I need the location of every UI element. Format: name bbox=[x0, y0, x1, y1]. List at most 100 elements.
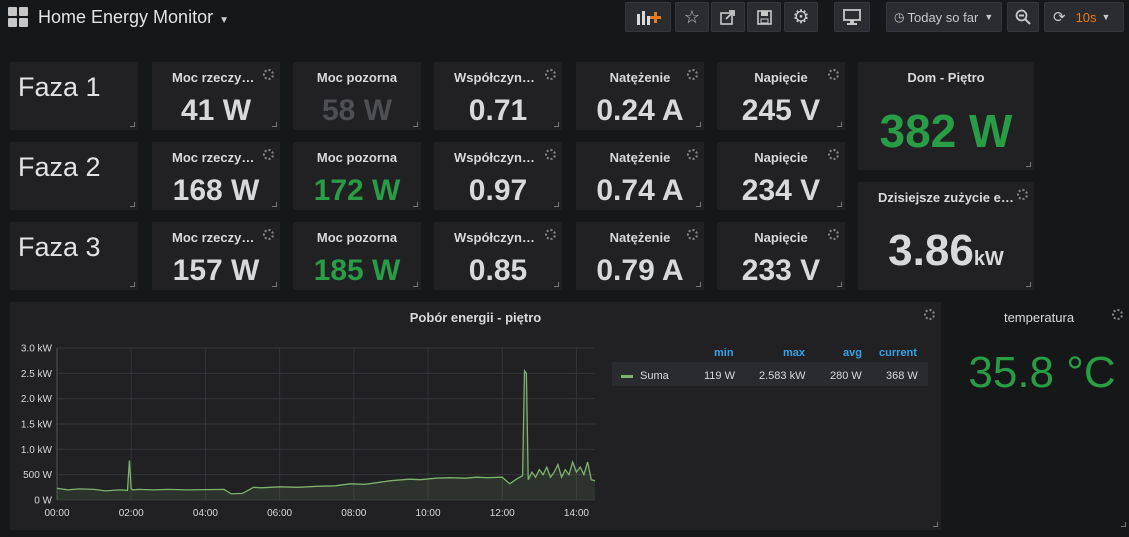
power-factor-panel[interactable]: Współczynnik mocy 0.97 bbox=[434, 142, 562, 210]
share-button[interactable] bbox=[711, 2, 745, 32]
current-value: 0.79 A bbox=[596, 254, 684, 287]
phase-label-panel[interactable]: Faza 1 bbox=[10, 62, 138, 130]
caret-down-icon: ▼ bbox=[1101, 12, 1111, 22]
real-power-panel[interactable]: Moc rzeczywista 168 W bbox=[152, 142, 280, 210]
monitor-icon bbox=[843, 9, 861, 25]
gear-icon: ⚙ bbox=[792, 6, 810, 28]
resize-handle[interactable] bbox=[413, 122, 418, 127]
real-power-panel[interactable]: Moc rzeczywista 41 W bbox=[152, 62, 280, 130]
resize-handle[interactable] bbox=[696, 202, 701, 207]
resize-handle[interactable] bbox=[272, 122, 277, 127]
resize-handle[interactable] bbox=[272, 202, 277, 207]
resize-handle[interactable] bbox=[837, 202, 842, 207]
x-tick-label: 10:00 bbox=[416, 508, 441, 519]
x-tick-label: 04:00 bbox=[193, 508, 218, 519]
resize-handle[interactable] bbox=[554, 202, 559, 207]
voltage-value: 245 V bbox=[741, 94, 821, 127]
settings-button[interactable]: ⚙ bbox=[784, 2, 818, 32]
voltage-panel[interactable]: Napięcie 234 V bbox=[717, 142, 845, 210]
y-tick-label: 3.0 kW bbox=[21, 344, 53, 355]
current-panel[interactable]: Natężenie 0.79 A bbox=[576, 222, 704, 290]
resize-handle[interactable] bbox=[933, 522, 938, 527]
zoom-out-button[interactable] bbox=[1007, 2, 1039, 32]
refresh-picker[interactable]: ⟳ 10s ▼ bbox=[1044, 2, 1124, 32]
power-factor-panel[interactable]: Współczynnik mocy 0.71 bbox=[434, 62, 562, 130]
phase-label-panel[interactable]: Faza 3 bbox=[10, 222, 138, 290]
panel-title: Moc pozorna bbox=[316, 70, 398, 85]
resize-handle[interactable] bbox=[837, 122, 842, 127]
series-area bbox=[57, 370, 595, 500]
resize-handle[interactable] bbox=[1026, 282, 1031, 287]
legend-avg-value: 280 W bbox=[830, 370, 862, 382]
panel-title: Dom - Piętro bbox=[907, 70, 985, 85]
x-tick-label: 14:00 bbox=[564, 508, 589, 519]
loading-spinner-icon bbox=[924, 309, 935, 320]
legend-series-swatch bbox=[621, 375, 633, 378]
current-panel[interactable]: Natężenie 0.24 A bbox=[576, 62, 704, 130]
phase-label: Faza 1 bbox=[18, 72, 101, 102]
add-panel-button[interactable] bbox=[625, 2, 671, 32]
voltage-panel[interactable]: Napięcie 245 V bbox=[717, 62, 845, 130]
resize-handle[interactable] bbox=[413, 202, 418, 207]
legend-header-avg: avg bbox=[843, 347, 862, 359]
real-power-value: 168 W bbox=[172, 174, 260, 207]
top-navbar: Home Energy Monitor ▼ ☆ ⚙ ◷ Today so far … bbox=[0, 0, 1129, 36]
resize-handle[interactable] bbox=[554, 122, 559, 127]
legend-row[interactable] bbox=[612, 362, 928, 386]
daily-usage-stat: 3.86kW bbox=[858, 226, 1034, 276]
real-power-panel[interactable]: Moc rzeczywista 157 W bbox=[152, 222, 280, 290]
caret-down-icon: ▼ bbox=[219, 15, 229, 26]
phase-label-panel[interactable]: Faza 2 bbox=[10, 142, 138, 210]
panel-title: Napięcie bbox=[754, 150, 808, 165]
x-tick-label: 12:00 bbox=[490, 508, 515, 519]
dom-total-panel[interactable]: Dom - Piętro 382 W bbox=[858, 62, 1034, 170]
time-range-picker[interactable]: ◷ Today so far ▼ bbox=[886, 2, 1002, 32]
loading-spinner-icon bbox=[263, 229, 274, 240]
resize-handle[interactable] bbox=[1026, 162, 1031, 167]
current-panel[interactable]: Natężenie 0.74 A bbox=[576, 142, 704, 210]
resize-handle[interactable] bbox=[272, 282, 277, 287]
current-value: 0.74 A bbox=[596, 174, 684, 207]
apparent-power-value: 58 W bbox=[321, 94, 393, 127]
resize-handle[interactable] bbox=[130, 202, 135, 207]
resize-handle[interactable] bbox=[130, 122, 135, 127]
power-factor-value: 0.71 bbox=[468, 94, 528, 127]
daily-usage-panel[interactable]: Dzisiejsze zużycie energii 3.86kW bbox=[858, 182, 1034, 290]
y-tick-label: 1.0 kW bbox=[21, 445, 53, 456]
legend-series-name[interactable]: Suma bbox=[640, 370, 669, 382]
panel-title: Natężenie bbox=[609, 150, 671, 165]
resize-handle[interactable] bbox=[413, 282, 418, 287]
save-button[interactable] bbox=[747, 2, 781, 32]
resize-handle[interactable] bbox=[837, 282, 842, 287]
loading-spinner-icon bbox=[545, 69, 556, 80]
temperature-panel[interactable]: temperatura 35.8 °C bbox=[949, 302, 1129, 530]
apparent-power-panel[interactable]: Moc pozorna 185 W bbox=[293, 222, 421, 290]
panel-title: Napięcie bbox=[754, 70, 808, 85]
dashboard-title-picker[interactable]: Home Energy Monitor ▼ bbox=[38, 7, 229, 28]
panel-title: Moc rzeczywista bbox=[172, 150, 274, 165]
energy-graph[interactable]: 0 W 500 W 1.0 kW 1.5 kW 2.0 kW 2.5 kW 3.0 kW 00… bbox=[10, 332, 610, 527]
loading-spinner-icon bbox=[1017, 189, 1028, 200]
panel-title: Współczynnik mocy bbox=[454, 230, 562, 245]
loading-spinner-icon bbox=[545, 149, 556, 160]
apparent-power-panel[interactable]: Moc pozorna 172 W bbox=[293, 142, 421, 210]
graph-title: Pobór energii - piętro bbox=[409, 310, 542, 325]
energy-graph-panel[interactable]: Pobór energii - piętro 0 W 500 W 1.0 kW 1.5… bbox=[10, 302, 941, 530]
resize-handle[interactable] bbox=[696, 122, 701, 127]
real-power-value: 157 W bbox=[172, 254, 260, 287]
power-factor-panel[interactable]: Współczynnik mocy 0.85 bbox=[434, 222, 562, 290]
loading-spinner-icon bbox=[828, 149, 839, 160]
view-mode-button[interactable] bbox=[834, 2, 870, 32]
voltage-panel[interactable]: Napięcie 233 V bbox=[717, 222, 845, 290]
resize-handle[interactable] bbox=[554, 282, 559, 287]
loading-spinner-icon bbox=[828, 69, 839, 80]
apparent-power-panel[interactable]: Moc pozorna 58 W bbox=[293, 62, 421, 130]
panel-title: Moc pozorna bbox=[316, 150, 398, 165]
loading-spinner-icon bbox=[687, 69, 698, 80]
dashboards-grid-icon[interactable] bbox=[8, 7, 28, 27]
resize-handle[interactable] bbox=[696, 282, 701, 287]
resize-handle[interactable] bbox=[1121, 522, 1126, 527]
loading-spinner-icon bbox=[828, 229, 839, 240]
star-button[interactable]: ☆ bbox=[675, 2, 709, 32]
resize-handle[interactable] bbox=[130, 282, 135, 287]
